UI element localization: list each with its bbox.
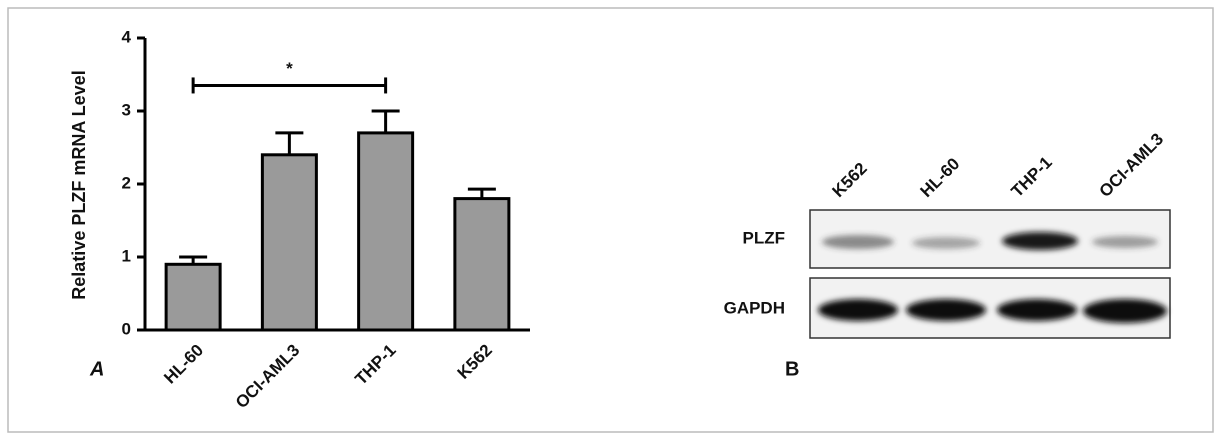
band [1002,232,1078,250]
blot [810,210,1170,338]
y-tick-label: 4 [122,27,132,46]
y-tick-label: 3 [122,100,131,119]
panel-label: A [89,358,104,380]
y-tick-label: 0 [122,319,131,338]
band [912,237,980,249]
band [1092,236,1158,248]
x-tick-label: OCI-AML3 [232,341,304,413]
row-label: PLZF [743,228,786,247]
y-tick-label: 2 [122,173,131,192]
lane-label: OCI-AML3 [1096,129,1168,201]
band [822,235,894,249]
band [818,299,898,321]
bar [455,199,509,330]
band [997,299,1077,321]
panel-label: B [785,358,799,380]
bar [166,264,220,330]
lane-label: K562 [829,159,871,201]
band [906,299,986,321]
lane-label: THP-1 [1008,153,1056,201]
figure: A Relative PLZF mRNA Level B 0 1 2 3 4 HL-60 O… [0,0,1221,440]
lane-label: HL-60 [917,154,964,201]
significance-label: * [286,59,293,78]
row-label: GAPDH [724,298,785,317]
y-axis-label: Relative PLZF mRNA Level [69,70,89,299]
x-tick-label: K562 [454,341,496,383]
x-tick-label: THP-1 [351,341,399,389]
y-tick-label: 1 [122,246,131,265]
band [1083,299,1167,323]
bar [359,133,413,330]
x-tick-label: HL-60 [160,341,207,388]
bar [262,155,316,330]
